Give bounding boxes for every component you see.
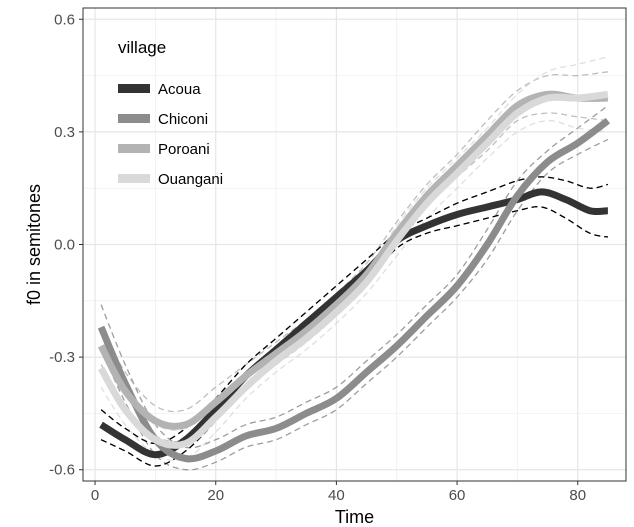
series-line-chiconi [97,117,611,463]
legend-key-ouangani [118,174,150,183]
x-tick-label: 80 [569,487,586,504]
axis-tick-labels: 0 20 40 60 80 -0.6 -0.3 0.0 0.3 0.6 [49,11,586,504]
y-tick-label: 0.0 [54,237,75,254]
y-tick-label: 0.6 [54,11,75,28]
x-tick-label: 40 [328,487,345,504]
legend-label-acoua: Acoua [158,81,201,98]
x-tick-label: 0 [91,487,99,504]
y-tick-label: -0.3 [49,349,75,366]
legend: village Acoua Chiconi Poroani Ouangani [118,38,223,188]
series-line-poroani [97,90,608,430]
legend-title: village [118,38,166,57]
y-axis-title: f0 in semitones [24,184,44,305]
legend-label-ouangani: Ouangani [158,171,223,188]
legend-key-chiconi [118,114,150,123]
series-lines [97,90,611,463]
y-tick-label: 0.3 [54,124,75,141]
band-upper-poroani [100,71,608,413]
band-upper-dark-acoua [100,176,609,445]
series-line-acoua [99,188,609,459]
legend-key-poroani [118,144,150,153]
y-tick-label: -0.6 [49,462,75,479]
x-tick-label: 20 [207,487,224,504]
series-line-ouangani [98,90,609,449]
band-lower-chiconi [100,138,609,471]
major-gridlines [83,8,626,481]
legend-key-acoua [118,84,150,93]
band-upper-acoua [100,176,609,445]
legend-label-poroani: Poroani [158,141,210,158]
legend-label-chiconi: Chiconi [158,111,208,128]
x-tick-label: 60 [449,487,466,504]
band-lower-ouangani [100,119,608,462]
minor-gridlines [83,8,626,481]
axis-ticks [79,18,579,485]
x-axis-title: Time [335,507,374,527]
